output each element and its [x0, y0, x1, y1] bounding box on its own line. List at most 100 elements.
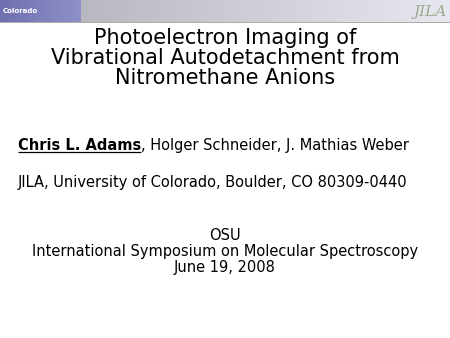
Bar: [200, 0, 202, 22]
Bar: [99, 0, 101, 22]
Bar: [162, 0, 164, 22]
Bar: [38, 0, 40, 22]
Bar: [299, 0, 302, 22]
Bar: [322, 0, 324, 22]
Text: June 19, 2008: June 19, 2008: [174, 260, 276, 275]
Bar: [225, 0, 227, 22]
Bar: [148, 0, 151, 22]
Bar: [351, 0, 353, 22]
Bar: [22, 0, 25, 22]
Bar: [286, 0, 288, 22]
Bar: [292, 0, 295, 22]
Bar: [81, 0, 83, 22]
Bar: [353, 0, 356, 22]
Bar: [256, 0, 259, 22]
Text: Colorado: Colorado: [3, 8, 38, 14]
Text: Vibrational Autodetachment from: Vibrational Autodetachment from: [50, 48, 400, 68]
Bar: [76, 0, 79, 22]
Bar: [335, 0, 338, 22]
Bar: [414, 0, 416, 22]
Bar: [88, 0, 90, 22]
Bar: [212, 0, 214, 22]
Bar: [52, 0, 54, 22]
Bar: [112, 0, 115, 22]
Bar: [369, 0, 371, 22]
Bar: [166, 0, 169, 22]
Bar: [79, 0, 81, 22]
Bar: [56, 0, 58, 22]
Bar: [356, 0, 358, 22]
Bar: [189, 0, 191, 22]
Bar: [243, 0, 245, 22]
Bar: [279, 0, 281, 22]
Bar: [304, 0, 306, 22]
Bar: [180, 0, 182, 22]
Bar: [389, 0, 392, 22]
Bar: [346, 0, 349, 22]
Bar: [20, 0, 22, 22]
Bar: [302, 0, 304, 22]
Bar: [443, 0, 446, 22]
Bar: [364, 0, 367, 22]
Bar: [144, 0, 146, 22]
Bar: [248, 0, 250, 22]
Bar: [207, 0, 209, 22]
Bar: [380, 0, 382, 22]
Bar: [130, 0, 133, 22]
Bar: [182, 0, 184, 22]
Bar: [65, 0, 68, 22]
Bar: [374, 0, 376, 22]
Bar: [272, 0, 274, 22]
Bar: [446, 0, 448, 22]
Bar: [416, 0, 418, 22]
Bar: [220, 0, 223, 22]
Bar: [90, 0, 92, 22]
Bar: [117, 0, 119, 22]
Bar: [83, 0, 86, 22]
Bar: [274, 0, 277, 22]
Bar: [448, 0, 450, 22]
Bar: [306, 0, 308, 22]
Bar: [140, 0, 142, 22]
Bar: [173, 0, 176, 22]
Bar: [27, 0, 29, 22]
Bar: [412, 0, 414, 22]
Bar: [328, 0, 331, 22]
Bar: [259, 0, 261, 22]
Bar: [241, 0, 243, 22]
Bar: [227, 0, 230, 22]
Bar: [72, 0, 74, 22]
Bar: [101, 0, 104, 22]
Bar: [421, 0, 423, 22]
Bar: [281, 0, 284, 22]
Bar: [403, 0, 405, 22]
Bar: [214, 0, 216, 22]
Bar: [178, 0, 180, 22]
Text: Nitromethane Anions: Nitromethane Anions: [115, 68, 335, 88]
Bar: [40, 0, 43, 22]
Bar: [387, 0, 389, 22]
Bar: [126, 0, 128, 22]
Bar: [250, 0, 252, 22]
Bar: [333, 0, 335, 22]
Bar: [124, 0, 126, 22]
Bar: [331, 0, 333, 22]
Bar: [288, 0, 290, 22]
Bar: [176, 0, 178, 22]
Bar: [115, 0, 117, 22]
Bar: [54, 0, 56, 22]
Bar: [313, 0, 315, 22]
Text: , Holger Schneider, J. Mathias Weber: , Holger Schneider, J. Mathias Weber: [141, 138, 409, 153]
Bar: [295, 0, 297, 22]
Bar: [320, 0, 322, 22]
Bar: [110, 0, 112, 22]
Bar: [342, 0, 344, 22]
Bar: [86, 0, 88, 22]
Bar: [382, 0, 385, 22]
Bar: [407, 0, 410, 22]
Bar: [234, 0, 236, 22]
Bar: [164, 0, 166, 22]
Bar: [405, 0, 407, 22]
Bar: [376, 0, 378, 22]
Bar: [29, 0, 32, 22]
